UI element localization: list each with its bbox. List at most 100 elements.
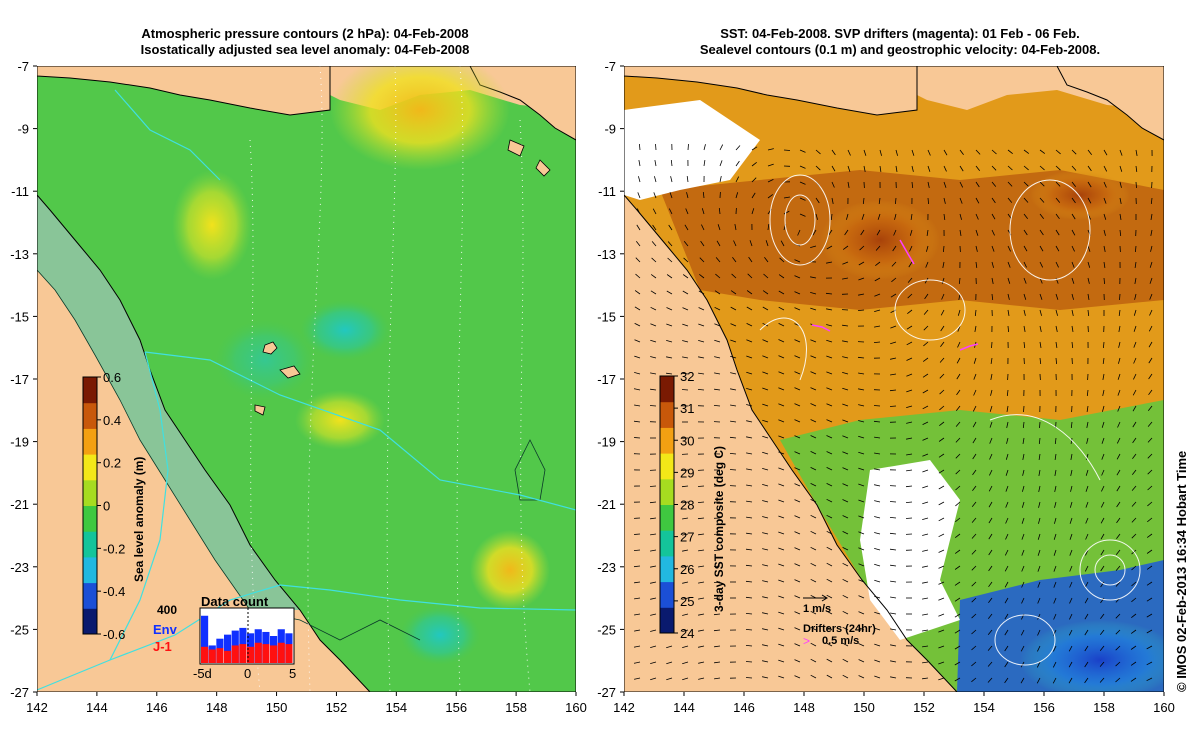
velocity-arrow: [714, 645, 721, 648]
velocity-arrow: [907, 309, 913, 315]
velocity-arrow: [684, 224, 689, 231]
velocity-arrow: [667, 257, 673, 263]
velocity-arrow: [831, 181, 835, 188]
velocity-arrow: [954, 597, 961, 602]
velocity-arrow: [959, 165, 964, 172]
velocity-arrow: [1068, 629, 1073, 636]
velocity-arrow: [719, 160, 723, 167]
velocity-arrow: [1146, 661, 1153, 666]
y-tick-label: -7: [604, 59, 616, 74]
velocity-arrow: [1118, 325, 1121, 332]
velocity-arrow: [1101, 453, 1105, 460]
velocity-arrow: [735, 160, 740, 167]
velocity-arrow: [826, 371, 833, 375]
velocity-arrow: [778, 547, 785, 551]
velocity-arrow: [810, 674, 817, 679]
velocity-arrow: [889, 548, 897, 551]
velocity-arrow: [938, 517, 945, 522]
velocity-arrow: [762, 290, 769, 295]
velocity-arrow: [666, 274, 673, 279]
velocity-arrow: [1004, 677, 1009, 684]
velocity-arrow: [1070, 421, 1073, 429]
x-tick-label: 154: [385, 700, 407, 715]
velocity-arrow: [1087, 197, 1092, 204]
velocity-arrow: [1021, 565, 1025, 572]
velocity-arrow: [1103, 341, 1105, 349]
velocity-arrow: [682, 549, 689, 552]
velocity-arrow: [1131, 581, 1137, 587]
velocity-arrow: [799, 197, 806, 201]
velocity-arrow: [1071, 181, 1077, 187]
velocity-arrow: [1039, 165, 1045, 171]
velocity-arrow: [847, 149, 851, 156]
low-anomaly-150: [215, 320, 315, 400]
velocity-arrow: [1135, 181, 1137, 189]
velocity-arrow: [731, 273, 737, 279]
velocity-arrow: [681, 469, 689, 471]
colorbar-segment: [83, 454, 97, 481]
velocity-arrow: [858, 404, 865, 407]
velocity-arrow: [1039, 357, 1042, 365]
velocity-arrow: [1085, 501, 1089, 508]
velocity-arrow: [954, 581, 961, 586]
velocity-arrow: [1004, 581, 1009, 588]
velocity-arrow: [1068, 645, 1073, 652]
y-tick-label: -21: [10, 497, 29, 512]
velocity-arrow: [991, 197, 996, 204]
velocity-arrow: [991, 181, 997, 187]
velocity-arrow: [764, 256, 769, 263]
velocity-arrow: [955, 453, 961, 459]
velocity-arrow: [810, 419, 817, 423]
velocity-arrow: [1133, 373, 1137, 380]
velocity-arrow: [922, 501, 929, 505]
velocity-arrow: [650, 306, 657, 311]
x-tick-label: 144: [86, 700, 108, 715]
velocity-arrow: [810, 355, 817, 359]
velocity-arrow: [1036, 661, 1041, 668]
velocity-arrow: [734, 224, 737, 231]
velocity-arrow: [906, 421, 913, 424]
velocity-arrow: [938, 437, 945, 442]
velocity-arrow: [667, 241, 673, 247]
env-legend: Env: [153, 622, 178, 637]
velocity-arrow: [826, 514, 833, 519]
velocity-arrow: [1135, 149, 1138, 156]
velocity-arrow: [746, 484, 753, 487]
velocity-arrow: [634, 581, 641, 584]
velocity-arrow: [638, 160, 641, 167]
velocity-arrow: [762, 612, 769, 615]
velocity-arrow: [730, 372, 737, 375]
velocity-arrow: [1147, 485, 1153, 491]
velocity-arrow: [925, 261, 929, 268]
velocity-arrow: [810, 483, 817, 487]
velocity-arrow: [1150, 197, 1153, 205]
velocity-arrow: [922, 453, 929, 457]
j1-count-bar: [254, 642, 262, 663]
velocity-arrow: [733, 240, 737, 247]
velocity-arrow: [635, 273, 641, 279]
velocity-arrow: [1055, 357, 1057, 365]
velocity-arrow: [826, 419, 833, 423]
geostrophic-velocity-arrows: [633, 143, 1153, 684]
velocity-arrow: [1087, 245, 1091, 252]
velocity-arrow: [651, 257, 657, 263]
velocity-arrow: [1116, 485, 1121, 492]
velocity-arrow: [1100, 565, 1105, 572]
x-tick-label: 150: [266, 700, 288, 715]
velocity-arrow: [938, 597, 945, 601]
velocity-arrow: [1147, 501, 1153, 507]
velocity-arrow: [858, 388, 865, 391]
velocity-arrow: [716, 240, 721, 247]
y-tick-label: -11: [11, 184, 29, 199]
velocity-arrow: [938, 581, 945, 585]
velocity-arrow: [794, 467, 801, 471]
velocity-arrow: [713, 405, 721, 407]
velocity-arrow: [1119, 293, 1121, 301]
y-tick-label: -27: [597, 685, 616, 700]
velocity-arrow: [974, 309, 977, 317]
y-tick-label: -11: [598, 184, 616, 199]
velocity-arrow: [873, 405, 881, 407]
velocity-arrow: [940, 325, 945, 332]
velocity-arrow: [842, 324, 849, 327]
velocity-arrow: [1130, 677, 1137, 682]
